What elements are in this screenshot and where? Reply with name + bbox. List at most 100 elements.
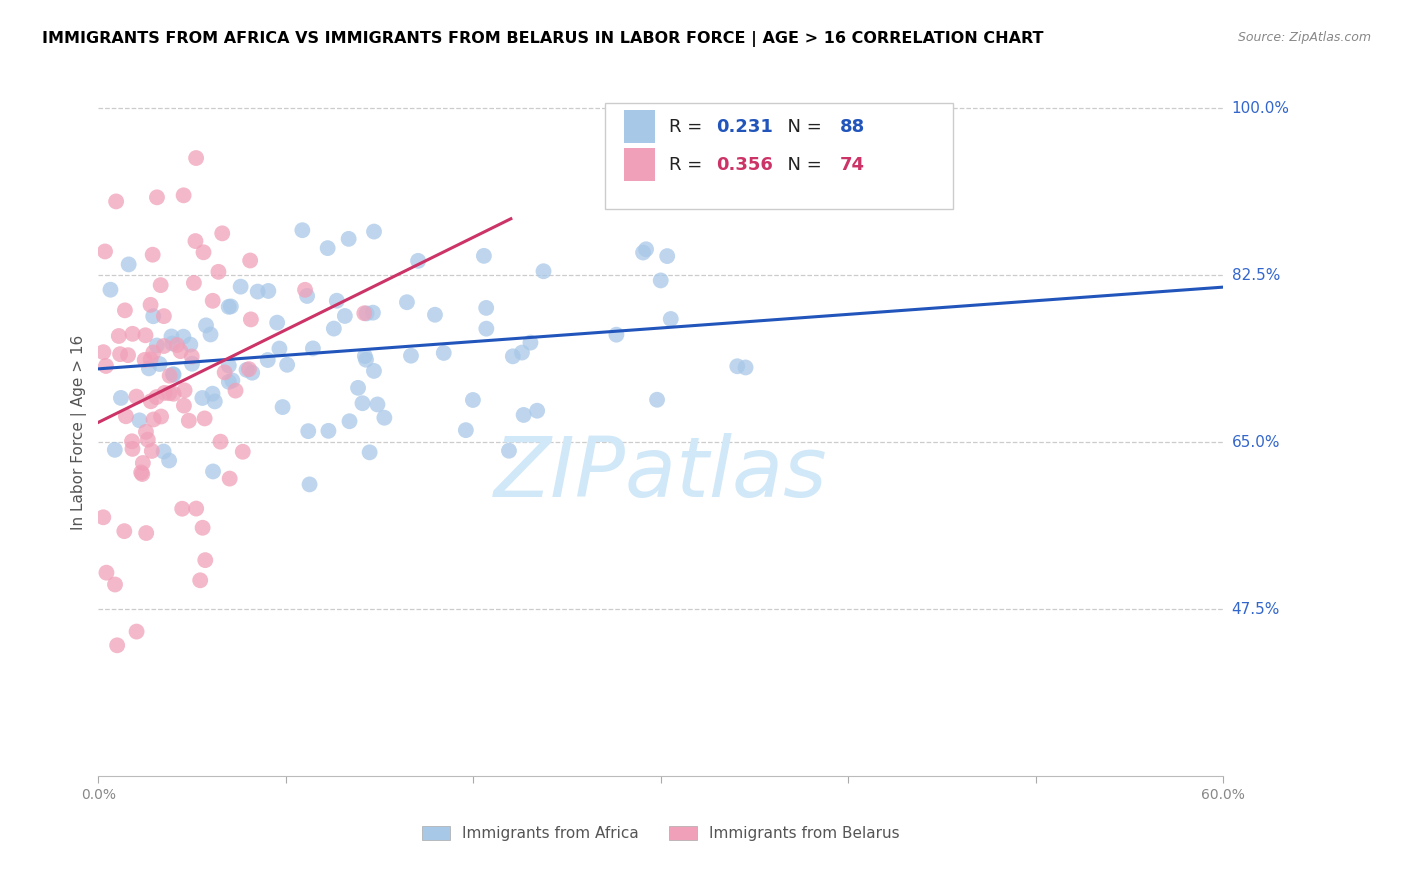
Point — [173, 399, 195, 413]
Text: N =: N = — [776, 156, 827, 174]
Point — [211, 227, 233, 241]
Point — [472, 249, 495, 263]
Point — [200, 327, 222, 342]
Point — [146, 338, 169, 352]
Point — [117, 348, 139, 362]
Point — [93, 345, 115, 359]
Point — [184, 151, 207, 165]
Text: R =: R = — [669, 156, 707, 174]
Point — [240, 366, 263, 380]
Point — [169, 344, 191, 359]
Point — [134, 328, 156, 343]
Point — [145, 390, 167, 404]
Point — [135, 526, 157, 541]
Point — [354, 352, 377, 367]
Y-axis label: In Labor Force | Age > 16: In Labor Force | Age > 16 — [72, 335, 87, 530]
Point — [94, 244, 117, 259]
Point — [269, 342, 291, 356]
Point — [153, 386, 176, 401]
Point — [131, 467, 153, 481]
Point — [157, 386, 180, 401]
Point — [294, 283, 316, 297]
Bar — [624, 148, 655, 181]
Point — [136, 433, 159, 447]
Point — [105, 638, 128, 652]
Point — [183, 276, 205, 290]
Point — [96, 566, 118, 580]
Text: Source: ZipAtlas.com: Source: ZipAtlas.com — [1237, 31, 1371, 45]
Point — [110, 391, 132, 405]
Point — [152, 444, 174, 458]
Point — [173, 384, 195, 398]
Point — [512, 408, 534, 422]
Text: 0.231: 0.231 — [716, 118, 773, 136]
Point — [139, 298, 162, 312]
Point — [218, 359, 240, 373]
Point — [373, 410, 395, 425]
Point — [399, 349, 422, 363]
Point — [291, 223, 314, 237]
Point — [179, 337, 201, 351]
Point — [104, 577, 127, 591]
Point — [132, 456, 155, 470]
Point — [361, 306, 384, 320]
Point — [172, 329, 194, 343]
Point — [645, 392, 668, 407]
Point — [201, 386, 224, 401]
Point — [347, 381, 370, 395]
Point — [139, 352, 162, 367]
Point — [141, 444, 163, 458]
Point — [105, 194, 128, 209]
Text: 47.5%: 47.5% — [1232, 601, 1279, 616]
Point — [162, 368, 184, 382]
Point — [112, 524, 135, 538]
Point — [326, 293, 349, 308]
Point — [128, 413, 150, 427]
Point — [433, 346, 456, 360]
Point — [353, 306, 375, 320]
Point — [295, 289, 318, 303]
Point — [395, 295, 418, 310]
Point — [172, 501, 194, 516]
Point — [209, 434, 232, 449]
Point — [100, 283, 122, 297]
Point — [157, 453, 180, 467]
Point — [177, 414, 200, 428]
Point — [318, 424, 340, 438]
Point — [246, 285, 269, 299]
Point — [636, 242, 658, 256]
Text: IMMIGRANTS FROM AFRICA VS IMMIGRANTS FROM BELARUS IN LABOR FORCE | AGE > 16 CORR: IMMIGRANTS FROM AFRICA VS IMMIGRANTS FRO… — [42, 31, 1043, 47]
Point — [363, 364, 385, 378]
Point — [297, 424, 319, 438]
Point — [219, 300, 242, 314]
Point — [108, 347, 131, 361]
Point — [333, 309, 356, 323]
Point — [316, 241, 339, 255]
Point — [356, 306, 378, 320]
Point — [202, 465, 225, 479]
Point — [159, 368, 181, 383]
Point — [298, 477, 321, 491]
Point — [134, 352, 156, 367]
Point — [125, 390, 148, 404]
Text: 100.0%: 100.0% — [1232, 101, 1289, 116]
Point — [461, 392, 484, 407]
Point — [138, 361, 160, 376]
Point — [502, 349, 524, 363]
Point — [129, 466, 152, 480]
Point — [162, 386, 184, 401]
Point — [121, 442, 143, 456]
Point — [162, 336, 184, 351]
Point — [354, 349, 377, 363]
Point — [229, 279, 252, 293]
Point — [235, 363, 257, 377]
Text: 65.0%: 65.0% — [1232, 434, 1279, 450]
Point — [184, 234, 207, 248]
Point — [256, 353, 278, 368]
Point — [406, 253, 429, 268]
Point — [207, 265, 229, 279]
Bar — [624, 111, 655, 144]
Point — [218, 472, 240, 486]
Point — [363, 225, 385, 239]
Point — [173, 188, 195, 202]
